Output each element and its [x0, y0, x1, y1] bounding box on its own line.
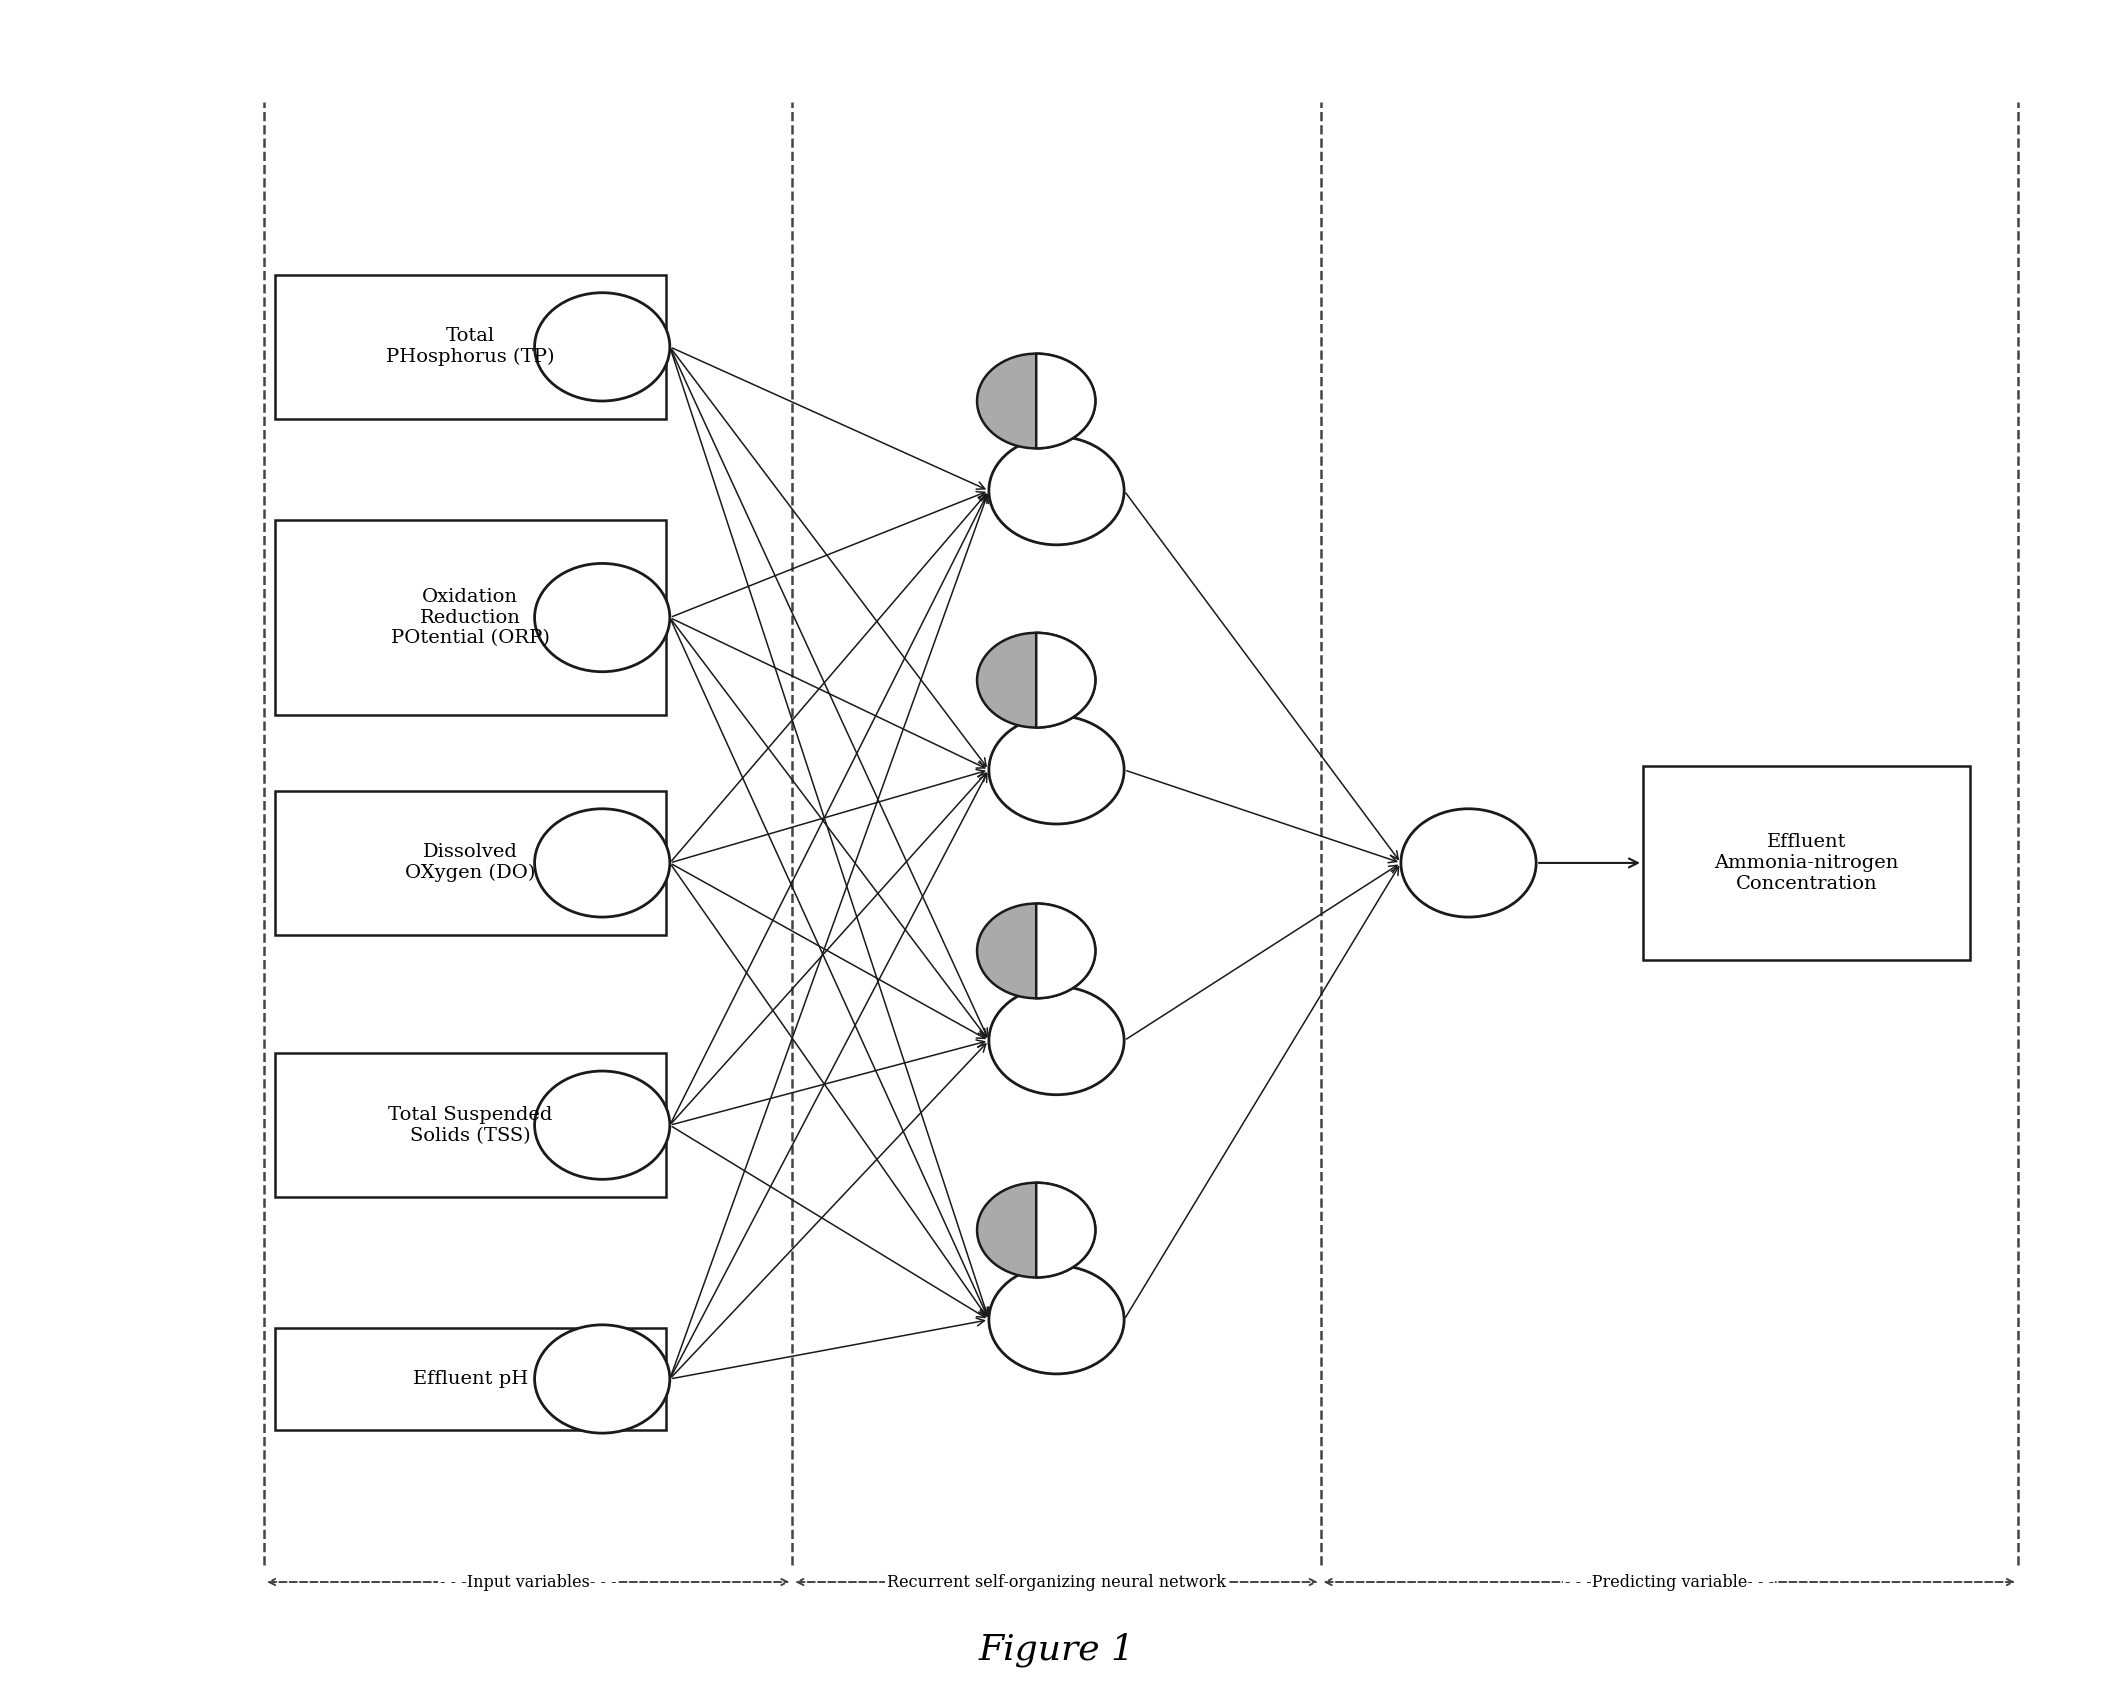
Circle shape — [976, 633, 1095, 728]
Circle shape — [989, 716, 1124, 824]
Circle shape — [535, 1071, 670, 1179]
Text: Effluent pH: Effluent pH — [412, 1371, 528, 1387]
Text: Total
PHosphorus (TP): Total PHosphorus (TP) — [387, 327, 554, 367]
Circle shape — [535, 809, 670, 917]
Text: Total Suspended
Solids (TSS): Total Suspended Solids (TSS) — [389, 1107, 551, 1144]
FancyBboxPatch shape — [1642, 765, 1969, 961]
Wedge shape — [1035, 904, 1095, 998]
Text: Figure 1: Figure 1 — [978, 1633, 1135, 1667]
Circle shape — [976, 904, 1095, 998]
FancyBboxPatch shape — [275, 276, 666, 420]
Circle shape — [535, 563, 670, 672]
Circle shape — [535, 1325, 670, 1433]
Circle shape — [989, 986, 1124, 1095]
Text: Recurrent self-organizing neural network: Recurrent self-organizing neural network — [887, 1574, 1226, 1590]
Text: Oxidation
Reduction
POtential (ORP): Oxidation Reduction POtential (ORP) — [391, 587, 549, 648]
FancyBboxPatch shape — [275, 1328, 666, 1430]
FancyBboxPatch shape — [275, 1052, 666, 1198]
Text: - - -Predicting variable- - -: - - -Predicting variable- - - — [1566, 1574, 1773, 1590]
Circle shape — [976, 354, 1095, 448]
Text: - - -Input variables- - -: - - -Input variables- - - — [440, 1574, 617, 1590]
Circle shape — [1401, 809, 1536, 917]
Circle shape — [535, 293, 670, 401]
FancyBboxPatch shape — [275, 521, 666, 716]
Text: Effluent
Ammonia-nitrogen
Concentration: Effluent Ammonia-nitrogen Concentration — [1714, 832, 1900, 893]
Circle shape — [989, 1266, 1124, 1374]
Wedge shape — [1035, 633, 1095, 728]
Text: Dissolved
OXygen (DO): Dissolved OXygen (DO) — [406, 843, 535, 883]
Circle shape — [989, 437, 1124, 545]
Wedge shape — [1035, 1183, 1095, 1277]
Circle shape — [976, 1183, 1095, 1277]
Wedge shape — [1035, 354, 1095, 448]
FancyBboxPatch shape — [275, 792, 666, 934]
